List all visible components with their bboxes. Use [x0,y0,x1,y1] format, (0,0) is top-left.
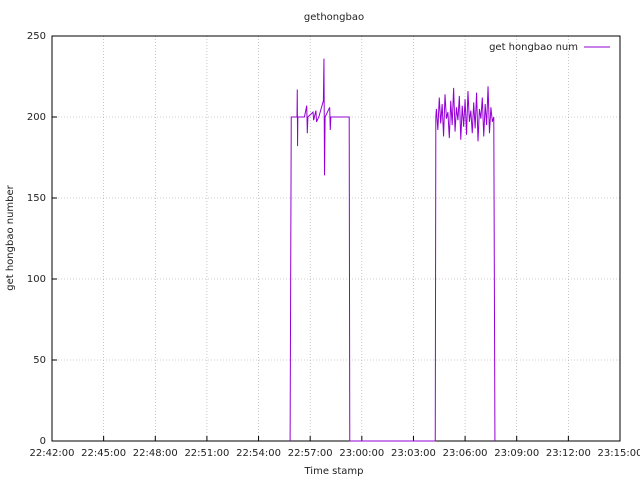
plot-frame [51,35,621,442]
y-axis-label: get hongbao number [5,184,16,290]
y-tick-label: 250 [27,31,46,42]
x-tick-label: 23:00:00 [339,448,384,459]
x-tick-label: 23:12:00 [546,448,591,459]
data-line [289,58,496,442]
y-tick-label: 50 [33,355,46,366]
y-tick-label: 0 [40,436,46,447]
x-tick-label: 23:03:00 [391,448,436,459]
x-tick-label: 22:57:00 [288,448,333,459]
legend-label: get hongbao num [489,42,578,53]
y-tick-label: 200 [27,112,46,123]
x-tick-label: 22:51:00 [184,448,229,459]
x-tick-label: 22:42:00 [30,448,75,459]
y-tick-label: 100 [27,274,46,285]
x-tick-label: 23:15:00 [598,448,640,459]
chart-title: gethongbao [304,12,364,23]
x-axis-label: Time stamp [304,466,364,477]
y-tick-label: 150 [27,193,46,204]
x-tick-label: 23:09:00 [494,448,539,459]
x-tick-label: 22:54:00 [236,448,281,459]
x-tick-label: 22:45:00 [81,448,126,459]
x-tick-label: 22:48:00 [133,448,178,459]
x-tick-label: 23:06:00 [443,448,488,459]
